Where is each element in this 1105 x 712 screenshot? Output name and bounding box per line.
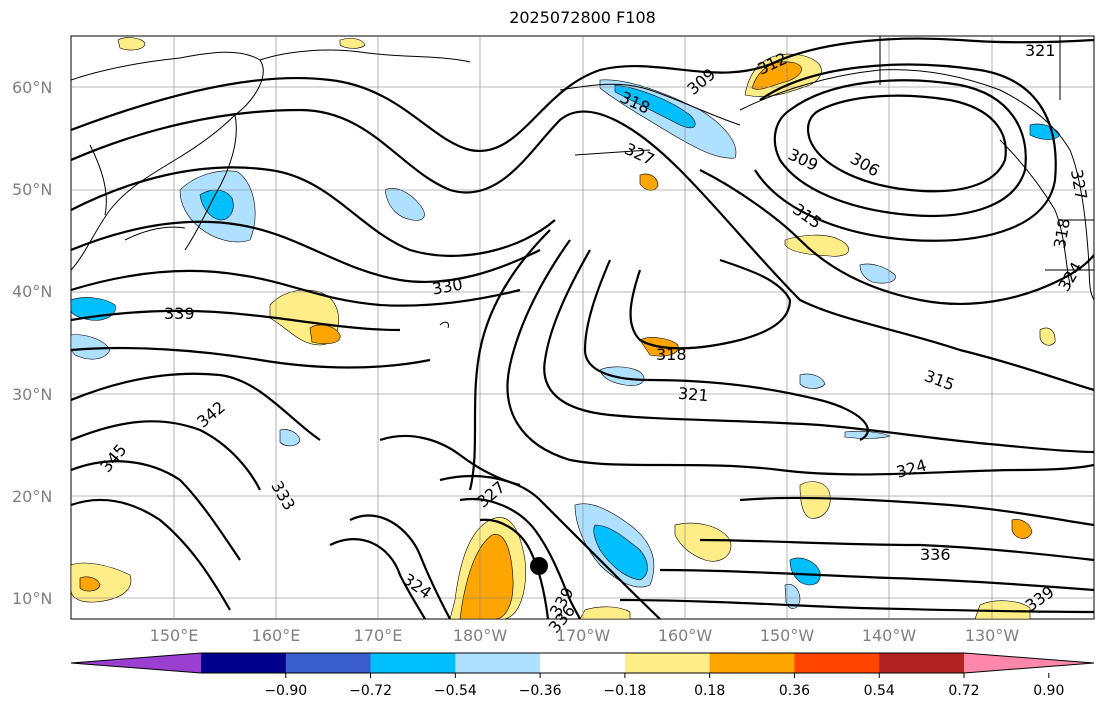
lat-label: 20°N: [12, 487, 52, 506]
colorbar-tick-label: 0.36: [779, 683, 810, 699]
lat-label: 30°N: [12, 385, 52, 404]
contour-label: 336: [920, 545, 951, 564]
latitude-labels: 60°N 50°N 40°N 30°N 20°N 10°N: [12, 78, 52, 608]
colorbar-tick-label: −0.72: [349, 683, 392, 699]
contour-label: 318: [656, 345, 687, 364]
colorbar-tick-label: 0.90: [1033, 683, 1064, 699]
borders: [1045, 36, 1094, 271]
colorbar-segment: [794, 653, 880, 673]
colorbar-segment: [370, 653, 456, 673]
lat-label: 50°N: [12, 180, 52, 199]
lat-label: 40°N: [12, 282, 52, 301]
coastlines: [71, 36, 1094, 329]
colorbar-segment: [201, 653, 287, 673]
contour-label: 321: [677, 384, 709, 406]
colorbar-tick-label: −0.54: [434, 683, 477, 699]
colorbar-segment: [285, 653, 372, 673]
colorbar-segment: [879, 653, 965, 673]
height-contours: [71, 37, 1094, 619]
lat-label: 10°N: [12, 589, 52, 608]
colorbar-extend-low: [71, 653, 201, 673]
contour-label: 339: [164, 304, 195, 323]
colorbar: −0.90 −0.72 −0.54 −0.36 −0.18 0.18 0.36 0.54 0.7…: [70, 652, 1095, 699]
colorbar-extend-high: [964, 653, 1094, 673]
colorbar-segment: [624, 653, 711, 673]
lon-label: 160°W: [658, 626, 713, 645]
lon-label: 160°E: [252, 626, 301, 645]
lon-label: 150°W: [760, 626, 815, 645]
lat-label: 60°N: [12, 78, 52, 97]
colorbar-tick-label: −0.18: [603, 683, 646, 699]
lon-label: 130°W: [965, 626, 1020, 645]
colorbar-segment: [540, 653, 626, 673]
colorbar-segment: [709, 653, 795, 673]
colorbar-tick-label: −0.90: [264, 683, 307, 699]
map-title: 2025072800 F108: [509, 8, 656, 27]
lon-label: 170°W: [556, 626, 611, 645]
colorbar-tick-label: 0.72: [948, 683, 979, 699]
colorbar-segment: [455, 653, 541, 673]
longitude-labels: 150°E 160°E 170°E 180°W 170°W 160°W 150°…: [150, 626, 1020, 645]
lon-label: 150°E: [150, 626, 199, 645]
contour-label: 321: [1025, 41, 1056, 60]
colorbar-tick-label: −0.36: [519, 683, 562, 699]
storm-center-marker: [530, 557, 548, 575]
lon-label: 170°E: [354, 626, 403, 645]
colorbar-tick-label: 0.18: [694, 683, 725, 699]
lon-label: 140°W: [862, 626, 917, 645]
colorbar-outline: [70, 652, 1095, 674]
lon-label: 180°W: [453, 626, 508, 645]
colorbar-tick-label: 0.54: [864, 683, 895, 699]
